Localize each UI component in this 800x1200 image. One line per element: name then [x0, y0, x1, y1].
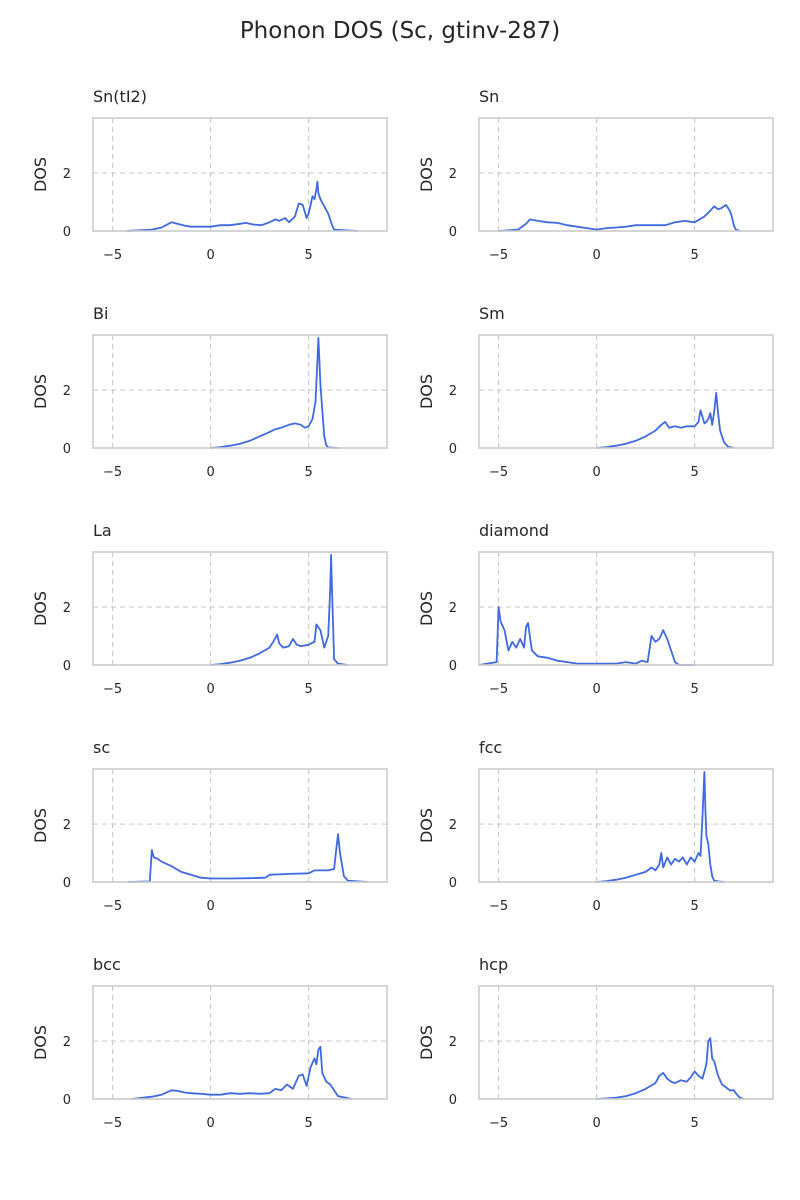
x-tick-label: 5	[304, 899, 312, 914]
y-tick-label: 2	[63, 384, 71, 399]
x-tick-label: 0	[592, 1116, 600, 1131]
y-tick-label: 0	[63, 1093, 71, 1108]
y-tick-label: 2	[449, 818, 457, 833]
x-tick-label: 5	[690, 248, 698, 263]
x-tick-label: −5	[103, 248, 122, 263]
x-tick-label: 5	[304, 465, 312, 480]
x-tick-label: 0	[592, 682, 600, 697]
x-tick-label: −5	[103, 899, 122, 914]
y-tick-label: 0	[449, 1093, 457, 1108]
x-tick-label: 0	[206, 682, 214, 697]
subplot-title: Sn(tI2)	[93, 87, 147, 106]
y-tick-label: 2	[449, 1035, 457, 1050]
figure-title: Phonon DOS (Sc, gtinv-287)	[239, 18, 561, 44]
y-tick-label: 0	[63, 442, 71, 457]
y-tick-label: 2	[63, 167, 71, 182]
dos-series-line	[596, 1037, 744, 1100]
x-tick-label: 5	[690, 899, 698, 914]
y-axis-label: DOS	[31, 808, 50, 843]
y-tick-label: 2	[63, 601, 71, 616]
x-tick-label: −5	[489, 899, 508, 914]
y-tick-label: 0	[449, 659, 457, 674]
y-tick-label: 0	[449, 225, 457, 240]
plot-frame	[92, 768, 388, 883]
subplot-title: Sm	[479, 304, 505, 323]
x-tick-label: 5	[690, 682, 698, 697]
dos-series-line	[596, 771, 725, 883]
subplot-title: diamond	[479, 521, 549, 540]
x-tick-label: −5	[489, 465, 508, 480]
y-axis-label: DOS	[417, 808, 436, 843]
plot-frame	[478, 551, 774, 666]
subplot-title: bcc	[93, 955, 121, 974]
plot-frame	[92, 334, 388, 449]
y-axis-label: DOS	[31, 157, 50, 192]
y-axis-label: DOS	[417, 157, 436, 192]
y-axis-label: DOS	[31, 374, 50, 409]
y-tick-label: 2	[63, 1035, 71, 1050]
dos-series-line	[132, 1045, 352, 1100]
subplot-title: sc	[93, 738, 110, 757]
y-axis-label: DOS	[31, 591, 50, 626]
x-tick-label: 5	[304, 248, 312, 263]
x-tick-label: −5	[103, 682, 122, 697]
x-tick-label: 0	[206, 248, 214, 263]
y-tick-label: 2	[449, 384, 457, 399]
x-tick-label: 0	[206, 465, 214, 480]
y-tick-label: 0	[449, 876, 457, 891]
y-axis-label: DOS	[417, 1025, 436, 1060]
y-axis-label: DOS	[417, 374, 436, 409]
x-tick-label: −5	[489, 682, 508, 697]
y-tick-label: 0	[449, 442, 457, 457]
x-tick-label: 5	[304, 1116, 312, 1131]
dos-series-line	[126, 180, 358, 232]
x-tick-label: 0	[206, 1116, 214, 1131]
x-tick-label: 0	[592, 899, 600, 914]
subplot-title: fcc	[479, 738, 502, 757]
x-tick-label: 0	[592, 248, 600, 263]
subplot-title: La	[93, 521, 112, 540]
plot-frame	[478, 117, 774, 232]
dos-series-line	[128, 833, 368, 883]
dos-series-line	[210, 337, 339, 449]
x-tick-label: 5	[304, 682, 312, 697]
dos-series-line	[596, 392, 735, 449]
y-axis-label: DOS	[417, 591, 436, 626]
dos-series-line	[478, 606, 695, 666]
plot-frame	[92, 551, 388, 666]
subplot-title: Bi	[93, 304, 108, 323]
subplot-title: hcp	[479, 955, 508, 974]
y-tick-label: 2	[449, 601, 457, 616]
dos-series-line	[210, 554, 348, 666]
plot-frame	[478, 985, 774, 1100]
x-tick-label: 5	[690, 465, 698, 480]
x-tick-label: −5	[489, 248, 508, 263]
x-tick-label: 5	[690, 1116, 698, 1131]
y-tick-label: 2	[63, 818, 71, 833]
plot-frame	[478, 334, 774, 449]
y-tick-label: 0	[63, 659, 71, 674]
y-axis-label: DOS	[31, 1025, 50, 1060]
y-tick-label: 0	[63, 225, 71, 240]
x-tick-label: 0	[592, 465, 600, 480]
x-tick-label: 0	[206, 899, 214, 914]
plot-frame	[92, 117, 388, 232]
plot-frame	[92, 985, 388, 1100]
x-tick-label: −5	[103, 1116, 122, 1131]
x-tick-label: −5	[103, 465, 122, 480]
y-tick-label: 2	[449, 167, 457, 182]
x-tick-label: −5	[489, 1116, 508, 1131]
y-tick-label: 0	[63, 876, 71, 891]
dos-series-line	[498, 204, 741, 232]
subplot-title: Sn	[479, 87, 499, 106]
plot-frame	[478, 768, 774, 883]
